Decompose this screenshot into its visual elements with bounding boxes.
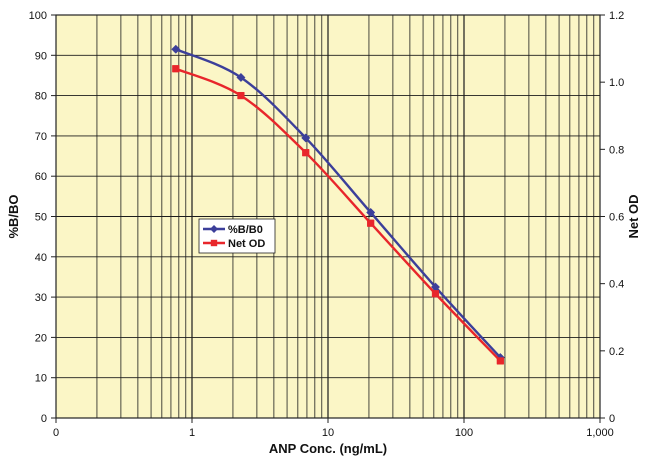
legend-marker-b-b0 — [210, 225, 218, 233]
legend: %B/B0 Net OD — [198, 218, 276, 254]
y2-tick-label: 1.0 — [609, 77, 624, 89]
y2-tick-label: 0.2 — [609, 346, 624, 358]
data-point-net-od — [367, 219, 375, 227]
y-tick-label: 0 — [41, 413, 47, 425]
x-tick-label: 100 — [455, 427, 473, 439]
legend-label-b-b0: %B/B0 — [228, 224, 263, 236]
y2-tick-label: 0 — [609, 413, 615, 425]
y2-axis-title: Net OD — [626, 194, 641, 238]
x-tick-label: 1 — [189, 427, 195, 439]
x-tick-label: 1,000 — [586, 427, 614, 439]
y2-tick-label: 0.4 — [609, 279, 624, 291]
y-tick-label: 60 — [35, 171, 47, 183]
data-point-net-od — [237, 91, 245, 100]
y-tick-label: 50 — [35, 212, 47, 224]
data-point-b-b0 — [171, 44, 181, 54]
y-tick-label: 90 — [35, 50, 47, 62]
data-point-b-b0 — [301, 133, 311, 143]
legend-label-net-od: Net OD — [228, 238, 265, 250]
series — [171, 44, 505, 365]
y-axis-title: %B/BO — [6, 194, 21, 238]
y-tick-label: 70 — [35, 131, 47, 143]
y2-tick-label: 0.6 — [609, 212, 624, 224]
grid — [56, 15, 600, 418]
x-axis-title: ANP Conc. (ng/mL) — [269, 441, 387, 456]
x-tick-label: 10 — [322, 427, 334, 439]
y-tick-label: 10 — [35, 373, 47, 385]
data-point-b-b0 — [236, 72, 246, 83]
legend-box — [198, 218, 276, 254]
y-tick-label: 20 — [35, 332, 47, 344]
y2-tick-label: 0.8 — [609, 144, 624, 156]
axes: 0 1 10 100 1,000 0 10 20 30 40 50 60 70 80 90 100 0 0.2 0.… — [29, 10, 625, 439]
y-tick-label: 100 — [29, 10, 47, 22]
y-tick-label: 80 — [35, 91, 47, 103]
data-point-net-od — [431, 290, 440, 298]
data-point-b-b0 — [366, 207, 376, 218]
legend-marker-net-od — [210, 239, 218, 247]
data-point-net-od — [172, 65, 180, 73]
data-point-net-od — [302, 149, 310, 157]
y2-tick-label: 1.2 — [609, 10, 624, 22]
y-tick-label: 40 — [35, 252, 47, 264]
x-tick-label: 0 — [53, 427, 59, 439]
data-point-net-od — [496, 357, 504, 365]
y-tick-label: 30 — [35, 292, 47, 304]
